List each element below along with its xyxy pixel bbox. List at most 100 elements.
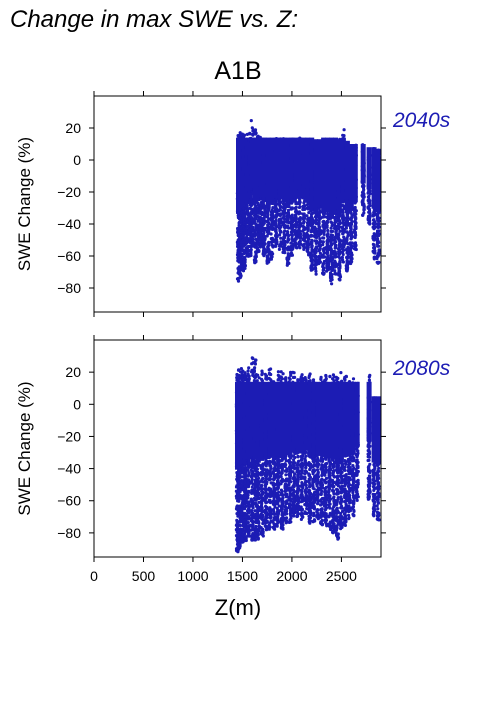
data-point xyxy=(256,246,260,250)
data-point xyxy=(236,549,240,553)
data-point xyxy=(354,209,358,213)
data-point xyxy=(338,275,343,279)
data-point xyxy=(243,511,247,515)
data-point xyxy=(334,240,338,244)
data-point xyxy=(281,202,285,206)
data-column xyxy=(241,137,247,207)
data-point xyxy=(325,269,329,273)
data-point xyxy=(321,236,325,240)
data-point xyxy=(270,227,274,231)
data-point xyxy=(361,213,365,217)
x-tick-label: 1000 xyxy=(177,568,208,584)
data-point xyxy=(265,212,270,216)
data-point xyxy=(322,247,326,251)
data-point xyxy=(366,206,370,210)
data-point xyxy=(258,226,262,230)
data-point xyxy=(293,229,297,234)
data-point xyxy=(238,523,242,528)
data-point xyxy=(345,223,349,227)
data-point xyxy=(246,369,250,373)
data-point xyxy=(271,210,275,214)
data-point xyxy=(293,198,297,202)
data-column xyxy=(249,137,255,190)
data-point xyxy=(321,230,325,234)
data-point xyxy=(289,219,293,224)
data-point xyxy=(317,215,321,219)
data-point xyxy=(254,132,258,136)
data-point xyxy=(298,211,302,215)
data-point xyxy=(318,225,322,229)
data-point xyxy=(321,267,326,272)
data-point xyxy=(325,263,329,267)
data-point xyxy=(262,220,266,224)
data-point xyxy=(360,184,365,188)
data-point xyxy=(294,214,298,218)
data-point xyxy=(322,272,326,276)
data-point xyxy=(274,228,278,232)
data-column xyxy=(265,137,271,208)
data-point xyxy=(275,202,279,206)
data-point xyxy=(282,209,286,213)
data-point xyxy=(372,251,376,255)
data-point xyxy=(242,210,246,214)
data-point xyxy=(278,205,282,209)
y-tick-label: −60 xyxy=(57,248,81,264)
data-point xyxy=(287,261,291,265)
data-point xyxy=(301,244,306,248)
data-point xyxy=(325,225,329,229)
data-point xyxy=(290,233,294,237)
data-point xyxy=(275,210,279,215)
data-point xyxy=(257,203,261,207)
data-point xyxy=(371,214,375,218)
data-point xyxy=(278,219,282,223)
data-point xyxy=(275,214,279,218)
y-tick-label: −20 xyxy=(57,428,81,444)
data-point xyxy=(329,245,333,249)
data-point xyxy=(269,213,273,217)
y-tick-label: −40 xyxy=(57,216,81,232)
data-point xyxy=(341,230,345,234)
data-point xyxy=(270,236,274,240)
data-point xyxy=(279,242,283,246)
data-point xyxy=(289,248,293,252)
data-point xyxy=(298,246,302,250)
data-point xyxy=(349,216,354,220)
data-point xyxy=(376,239,380,243)
data-point xyxy=(353,235,357,240)
data-point xyxy=(278,244,282,248)
data-point xyxy=(321,240,325,244)
data-point xyxy=(240,376,244,380)
data-point xyxy=(342,241,346,245)
data-point xyxy=(372,227,376,231)
y-axis-label: SWE Change (%) xyxy=(15,381,34,515)
data-point xyxy=(285,219,289,223)
data-point xyxy=(240,494,244,498)
data-point xyxy=(255,207,259,211)
data-point xyxy=(249,119,253,123)
data-point xyxy=(361,203,365,207)
data-point xyxy=(334,230,338,234)
y-axis-label: SWE Change (%) xyxy=(15,137,34,271)
data-point xyxy=(328,273,333,277)
data-column xyxy=(258,137,264,198)
data-point xyxy=(368,211,372,215)
y-tick-label: −20 xyxy=(57,184,81,200)
data-point xyxy=(239,235,244,239)
x-tick-label: 2500 xyxy=(326,568,357,584)
data-column xyxy=(269,137,275,205)
data-point xyxy=(274,243,278,247)
data-point xyxy=(367,220,371,224)
data-point xyxy=(243,133,247,137)
data-point xyxy=(259,206,263,211)
data-point xyxy=(274,197,278,202)
data-point xyxy=(243,228,247,232)
data-point xyxy=(240,536,244,540)
data-point xyxy=(290,207,294,211)
data-point xyxy=(236,498,240,503)
data-point xyxy=(353,220,357,224)
data-point xyxy=(334,252,338,256)
data-point xyxy=(241,244,246,248)
data-point xyxy=(253,260,257,264)
data-point xyxy=(338,243,342,248)
data-point xyxy=(337,217,341,221)
